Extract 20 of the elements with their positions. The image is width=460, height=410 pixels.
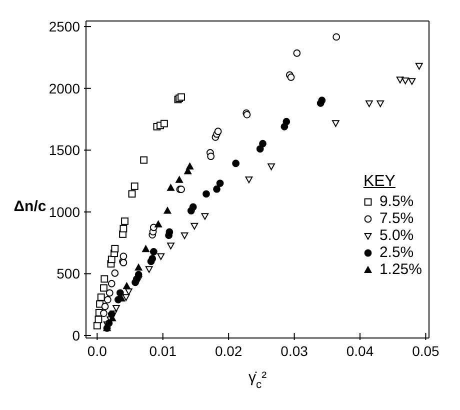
x-tick-label: 0.01 — [149, 343, 177, 359]
x-tick-label: 0.04 — [346, 343, 374, 359]
y-tick-label: 1000 — [48, 204, 80, 220]
legend-title: KEY — [363, 173, 396, 191]
legend-label: 7.5% — [379, 210, 414, 227]
y-axis-title: Δn/c — [14, 198, 46, 216]
x-tick-label: 0.05 — [412, 343, 440, 359]
legend-label: 2.5% — [379, 244, 414, 261]
x-axis-title: γ̇$_{c}$² — [248, 369, 267, 391]
y-tick-label: 500 — [56, 266, 80, 282]
y-tick-label: 0 — [72, 328, 80, 344]
y-tick-label: 2500 — [48, 18, 80, 35]
legend-label: 5.0% — [379, 227, 414, 244]
y-tick-label: 2000 — [48, 80, 80, 96]
legend-label: 9.5% — [379, 193, 414, 210]
y-tick-label: 1500 — [48, 142, 80, 158]
legend-label: 1.25% — [379, 261, 422, 278]
x-tick-label: 0.0 — [87, 343, 108, 359]
x-tick-label: 0.03 — [280, 343, 308, 359]
x-tick-label: 0.02 — [214, 343, 242, 359]
